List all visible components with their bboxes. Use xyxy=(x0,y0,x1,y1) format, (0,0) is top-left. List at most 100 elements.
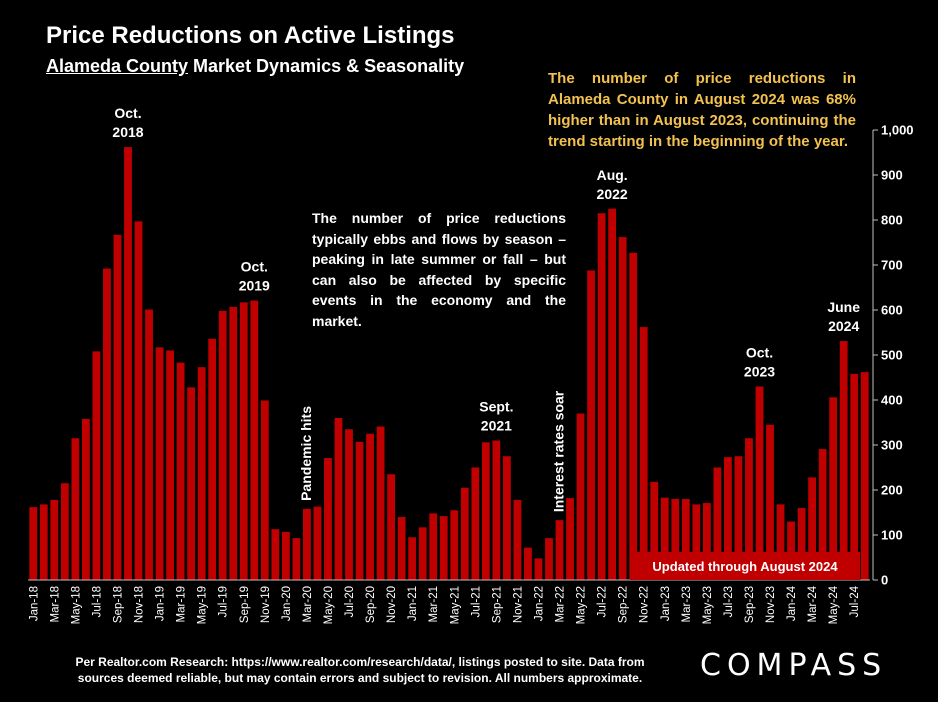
compass-logo: COMPASS xyxy=(700,648,888,683)
subtitle-county: Alameda County xyxy=(46,56,189,76)
x-tick-label: Jul-22 xyxy=(597,586,609,617)
x-tick-label: Nov-21 xyxy=(512,586,524,623)
event-annotation: Interest rates soar xyxy=(551,390,567,512)
x-tick-label: Jan-23 xyxy=(660,586,672,621)
bar-jan-23 xyxy=(660,497,669,580)
bar-dec-21 xyxy=(524,547,532,580)
x-tick-label: Sep-23 xyxy=(744,586,756,623)
bar-may-22 xyxy=(576,413,585,580)
x-tick-label: May-22 xyxy=(576,586,588,624)
x-tick-label: Mar-22 xyxy=(555,586,567,622)
x-tick-label: Mar-19 xyxy=(176,586,188,622)
x-tick-label: Sep-18 xyxy=(112,586,124,623)
bar-jan-24 xyxy=(787,521,795,580)
x-tick-label: May-20 xyxy=(323,586,335,624)
x-tick-label: May-23 xyxy=(702,586,714,624)
x-tick-label: May-24 xyxy=(828,585,840,624)
bar-jul-23 xyxy=(724,457,732,580)
bar-jun-21 xyxy=(460,487,469,580)
y-tick-label: 600 xyxy=(881,303,903,318)
bar-aug-18 xyxy=(103,268,111,580)
bar-jan-18 xyxy=(29,507,38,580)
seasonality-note: The number of price reductions typically… xyxy=(312,210,566,329)
x-tick-label: Mar-21 xyxy=(428,586,440,622)
bar-nov-20 xyxy=(387,474,396,580)
bar-mar-22 xyxy=(555,520,564,580)
x-tick-label: Jul-19 xyxy=(218,586,230,617)
bar-sep-23 xyxy=(745,438,753,580)
subtitle-rest: Market Dynamics & Seasonality xyxy=(188,56,465,76)
bar-aug-24 xyxy=(860,372,869,580)
bar-jan-20 xyxy=(281,531,290,580)
bar-jan-22 xyxy=(534,558,543,580)
peak-annotation: Aug. 2022 xyxy=(597,167,628,202)
bar-jul-18 xyxy=(92,351,101,580)
y-tick-label: 700 xyxy=(881,258,903,273)
y-tick-label: 0 xyxy=(881,573,888,588)
bar-oct-23 xyxy=(755,386,764,580)
bar-aug-23 xyxy=(734,456,743,580)
bar-apr-20 xyxy=(313,506,322,580)
chart-subtitle: Alameda County Market Dynamics & Seasona… xyxy=(46,56,464,77)
x-tick-label: Jan-18 xyxy=(28,586,40,621)
peak-annotation: Oct. 2019 xyxy=(239,259,270,294)
bar-jan-21 xyxy=(408,537,417,580)
bar-sep-20 xyxy=(366,433,374,580)
x-tick-label: Mar-23 xyxy=(681,586,693,622)
bar-may-20 xyxy=(324,458,332,580)
y-tick-label: 800 xyxy=(881,213,903,228)
bar-mar-19 xyxy=(176,362,185,580)
x-tick-label: Jan-19 xyxy=(155,586,167,621)
peak-annotation: Sept. 2021 xyxy=(479,399,513,434)
bar-apr-18 xyxy=(60,483,69,580)
x-tick-label: May-18 xyxy=(70,586,82,624)
bar-feb-24 xyxy=(797,508,806,580)
bar-jun-23 xyxy=(713,467,722,580)
bar-sep-18 xyxy=(113,234,122,580)
bar-apr-21 xyxy=(439,516,448,580)
x-tick-label: May-21 xyxy=(449,586,461,624)
bar-may-21 xyxy=(450,510,459,580)
bar-nov-22 xyxy=(639,327,648,580)
bar-aug-22 xyxy=(608,208,617,580)
summary-note: The number of price reductions in Alamed… xyxy=(548,70,856,150)
bar-feb-22 xyxy=(545,538,553,580)
bar-jun-18 xyxy=(81,418,90,580)
bar-jul-21 xyxy=(471,467,480,580)
bar-jan-19 xyxy=(155,347,164,580)
bar-feb-19 xyxy=(166,350,174,580)
x-tick-label: Mar-24 xyxy=(807,585,819,622)
bar-sep-21 xyxy=(492,440,501,580)
peak-annotation: Oct. 2018 xyxy=(112,105,143,140)
y-tick-label: 1,000 xyxy=(881,123,914,138)
x-tick-label: Nov-18 xyxy=(134,586,146,623)
x-tick-label: Sep-20 xyxy=(365,586,377,623)
x-tick-label: Jul-21 xyxy=(470,586,482,617)
bar-jul-22 xyxy=(597,213,606,580)
bar-jul-20 xyxy=(345,429,353,580)
bar-dec-22 xyxy=(650,481,659,580)
x-tick-label: Jul-18 xyxy=(91,586,103,617)
bar-feb-23 xyxy=(671,499,680,580)
bar-feb-20 xyxy=(292,538,301,580)
bar-apr-19 xyxy=(187,387,196,580)
bar-jun-24 xyxy=(839,341,848,580)
bar-oct-21 xyxy=(502,456,511,580)
bar-oct-20 xyxy=(376,426,385,580)
bar-aug-19 xyxy=(229,306,238,580)
x-tick-label: Sep-22 xyxy=(618,586,630,623)
bar-jun-19 xyxy=(208,338,217,580)
bar-nov-23 xyxy=(766,424,774,580)
bar-may-23 xyxy=(702,503,711,580)
bar-apr-23 xyxy=(692,504,701,580)
x-tick-label: Jul-20 xyxy=(344,586,356,617)
y-tick-label: 200 xyxy=(881,483,903,498)
bar-jul-19 xyxy=(218,310,227,580)
bar-may-18 xyxy=(71,438,80,580)
x-tick-label: Jan-22 xyxy=(533,586,545,621)
bar-sep-19 xyxy=(239,302,248,580)
x-tick-label: Jan-24 xyxy=(786,585,798,621)
bar-mar-23 xyxy=(681,499,690,580)
source-footnote: Per Realtor.com Research: https://www.re… xyxy=(75,655,645,685)
